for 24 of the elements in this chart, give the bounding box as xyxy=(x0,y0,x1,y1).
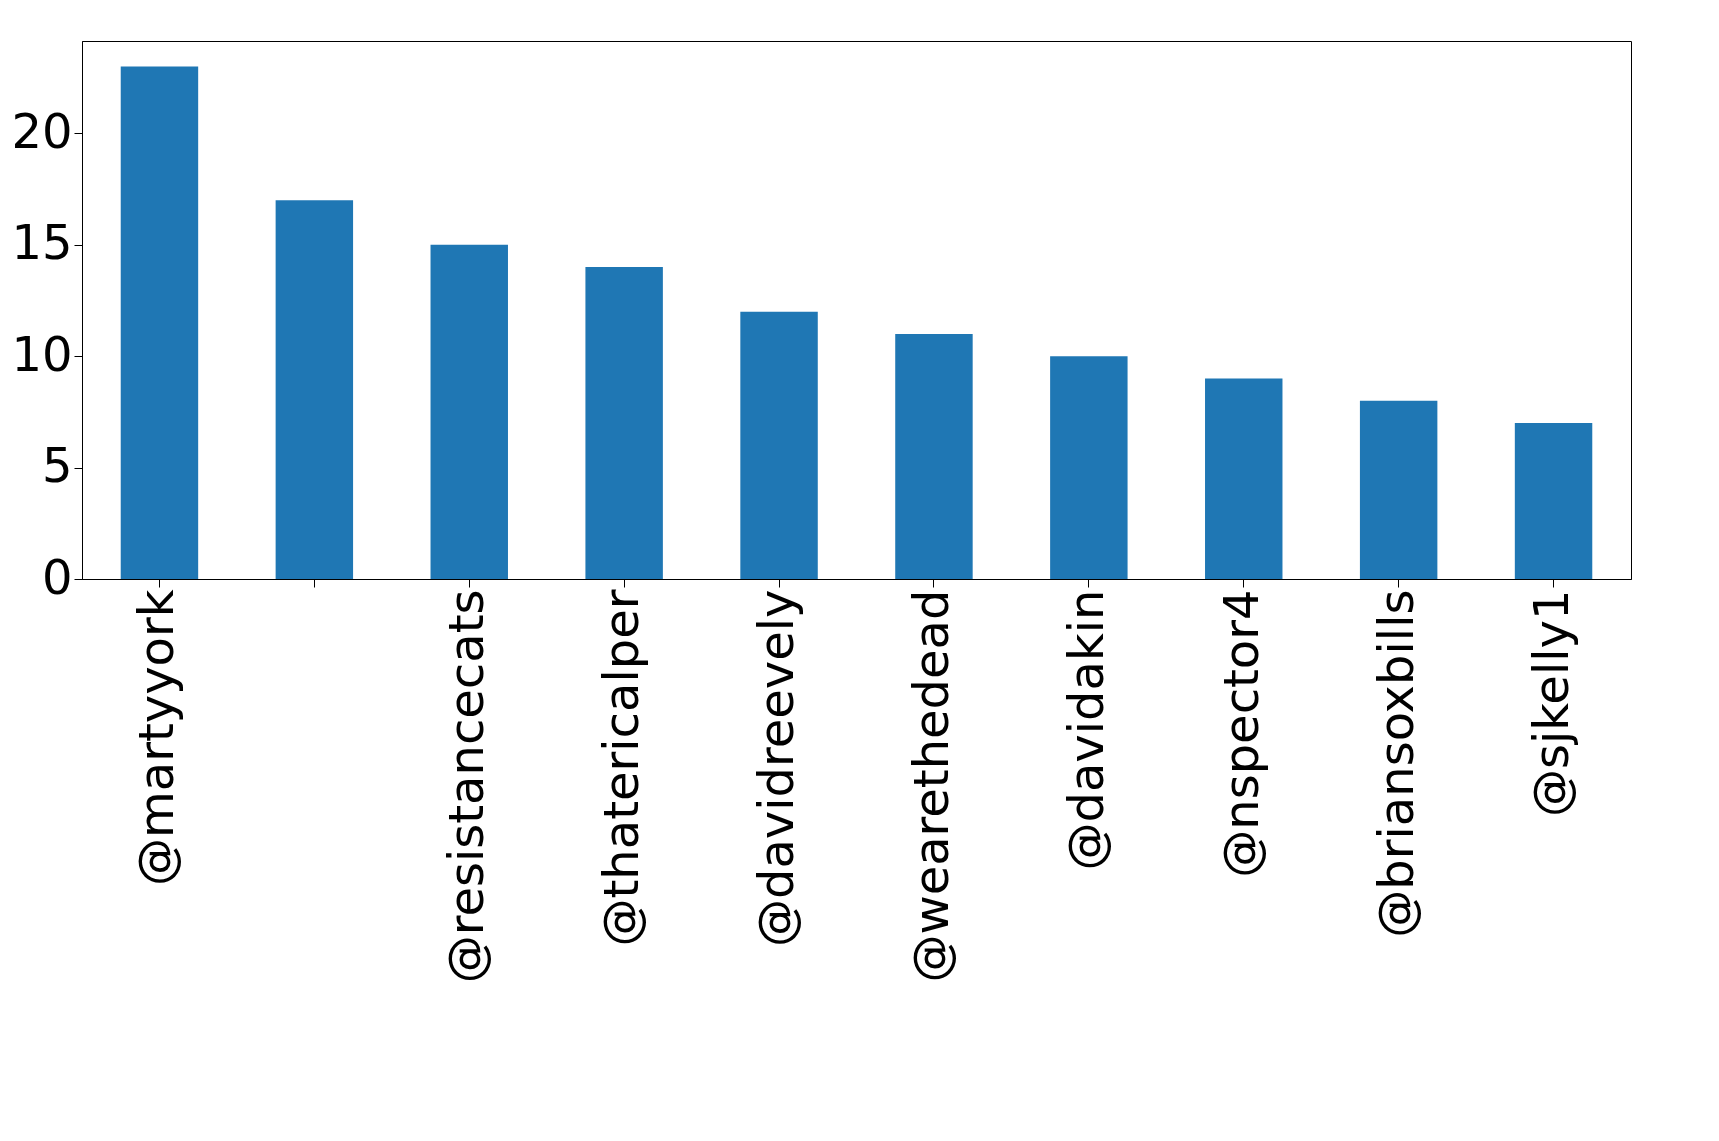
bar xyxy=(120,66,199,579)
bar xyxy=(1050,356,1128,579)
y-tick-label: 5 xyxy=(41,437,73,494)
bar xyxy=(740,311,818,579)
x-tick-label: @thatericalper xyxy=(593,589,650,947)
bar xyxy=(895,333,973,579)
bar xyxy=(430,244,508,579)
x-tick-label: @resistancecats xyxy=(438,589,495,984)
bar xyxy=(1205,378,1283,579)
bar xyxy=(1514,423,1593,579)
bar xyxy=(275,200,354,579)
x-tick-label: @martyyork xyxy=(128,589,185,886)
x-tick-label: @sjkelly1 xyxy=(1522,589,1579,818)
bar xyxy=(1359,400,1438,579)
x-tick-label: @briansoxbills xyxy=(1367,589,1424,938)
x-tick-label: @davidreevely xyxy=(748,589,805,948)
y-tick-label: 0 xyxy=(41,548,73,605)
x-tick-label: @davidakin xyxy=(1057,589,1114,871)
y-tick-label: 20 xyxy=(11,102,73,159)
y-tick-label: 15 xyxy=(11,214,73,271)
y-tick-label: 10 xyxy=(11,325,73,382)
x-tick-label: @nspector4 xyxy=(1212,589,1269,878)
x-tick-label: @wearethedead xyxy=(902,589,959,983)
bar xyxy=(585,267,663,579)
